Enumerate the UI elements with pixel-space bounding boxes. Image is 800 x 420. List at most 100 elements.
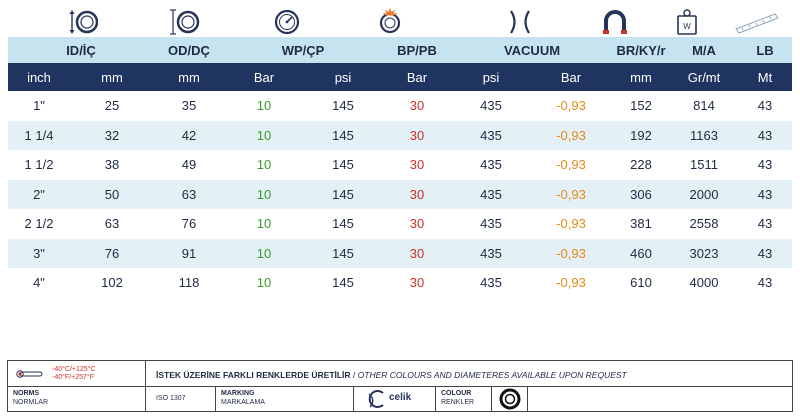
cell-bp-psi: 435 xyxy=(480,157,502,173)
unit-cell: inch xyxy=(8,63,70,91)
cell-weight-gr-mt: 3023 xyxy=(670,238,738,268)
parameter-icons-row: W xyxy=(0,8,800,38)
brand-text: celik xyxy=(389,392,412,403)
norms-label: NORMS xyxy=(13,390,40,397)
cell-length-mt: 43 xyxy=(757,98,773,114)
cell-od-mm: 76 xyxy=(181,216,197,232)
cell-length-mt: 43 xyxy=(757,216,773,232)
cell-weight-gr-mt: 2000 xyxy=(670,179,738,209)
unit-cell: mm xyxy=(70,63,154,91)
table-row: 1 1/2 38 49 10 145 30 435 -0,93 228 1511 43 xyxy=(8,150,792,180)
cell-id-inch: 3" xyxy=(8,238,70,268)
header-length: LB xyxy=(738,37,792,63)
cell-bp-bar: 30 xyxy=(382,120,452,150)
cell-vacuum-bar: -0,93 xyxy=(556,157,586,173)
table-row: 2" 50 63 10 145 30 435 -0,93 306 2000 43 xyxy=(8,179,792,209)
cell-length-mt: 43 xyxy=(738,179,792,209)
table-row: 2 1/2 63 76 10 145 30 435 -0,93 381 2558 43 xyxy=(8,209,792,239)
units-header-row: inch mm mm Bar psi Bar psi Bar mm Gr/mt … xyxy=(8,63,792,91)
temperature-fahrenheit: -40°F/+257°F xyxy=(52,374,94,381)
norms-label-cell: NORMS NORMLAR xyxy=(8,386,146,412)
cell-bp-psi: 435 xyxy=(452,179,530,209)
cell-id-mm: 50 xyxy=(70,179,154,209)
norms-value: ISO 1307 xyxy=(156,395,186,402)
cell-od-mm: 49 xyxy=(181,157,197,173)
unit-cell: mm xyxy=(154,63,224,91)
footer-info-box: -40°C/+125°C -40°F/+257°F İSTEK ÜZERİNE … xyxy=(7,360,793,412)
cell-bp-bar: 30 xyxy=(382,179,452,209)
cell-wp-psi: 145 xyxy=(332,216,354,232)
cell-bp-psi: 435 xyxy=(480,216,502,232)
cell-bend-radius-mm: 610 xyxy=(630,275,652,291)
unit-cell: Bar xyxy=(382,63,452,91)
cell-id-inch: 2 1/2 xyxy=(24,216,54,232)
cell-od-mm: 63 xyxy=(154,179,224,209)
cell-bend-radius-mm: 460 xyxy=(612,238,670,268)
bend-radius-icon xyxy=(600,8,630,36)
cell-wp-psi: 145 xyxy=(304,120,382,150)
header-id: ID/İÇ xyxy=(8,37,154,63)
header-bend-radius: BR/KY/r xyxy=(612,37,670,63)
unit-cell: Bar xyxy=(530,63,612,91)
cell-bend-radius-mm: 228 xyxy=(630,157,652,173)
unit-cell: Bar xyxy=(224,63,304,91)
norms-label-tr: NORMLAR xyxy=(13,399,49,406)
colour-label-cell: COLOUR RENKLER xyxy=(436,386,492,412)
cell-weight-gr-mt: 4000 xyxy=(689,275,719,291)
header-weight: M/A xyxy=(670,37,738,63)
cell-wp-bar: 10 xyxy=(256,216,272,232)
working-pressure-gauge-icon xyxy=(272,8,302,36)
notice-english: OTHER COLOURS AND DIAMETERES AVAILABLE U… xyxy=(357,370,627,380)
cell-bp-psi: 435 xyxy=(480,98,502,114)
parameter-header-row: ID/İÇ OD/DÇ WP/ÇP BP/PB VACUUM BR/KY/r M… xyxy=(8,37,792,63)
cell-wp-psi: 145 xyxy=(304,238,382,268)
table-row: 3" 76 91 10 145 30 435 -0,93 460 3023 43 xyxy=(8,238,792,268)
cell-id-inch: 1 1/2 xyxy=(24,157,54,173)
unit-cell: psi xyxy=(452,63,530,91)
cell-vacuum-bar: -0,93 xyxy=(530,120,612,150)
colour-label: COLOUR xyxy=(441,390,472,397)
cell-length-mt: 43 xyxy=(757,157,773,173)
inner-diameter-icon xyxy=(68,8,98,36)
unit-cell: psi xyxy=(304,63,382,91)
marking-label-cell: MARKING MARKALAMA xyxy=(216,386,354,412)
norms-value-cell: ISO 1307 xyxy=(146,386,216,412)
table-row: 1" 25 35 10 145 30 435 -0,93 152 814 43 xyxy=(8,91,792,121)
cell-id-inch: 4" xyxy=(33,275,45,291)
cell-wp-psi: 145 xyxy=(332,275,354,291)
cell-id-mm: 102 xyxy=(101,275,123,291)
cell-od-mm: 91 xyxy=(154,238,224,268)
cell-od-mm: 35 xyxy=(181,98,197,114)
cell-bp-psi: 435 xyxy=(452,238,530,268)
header-wp: WP/ÇP xyxy=(224,37,382,63)
cell-length-mt: 43 xyxy=(738,120,792,150)
cell-id-mm: 38 xyxy=(104,157,120,173)
svg-text:W: W xyxy=(683,22,691,31)
cell-wp-bar: 10 xyxy=(256,98,272,114)
cell-wp-psi: 145 xyxy=(332,157,354,173)
cell-bp-bar: 30 xyxy=(409,98,425,114)
hose-spec-table: ID/İÇ OD/DÇ WP/ÇP BP/PB VACUUM BR/KY/r M… xyxy=(8,37,792,298)
cell-bp-bar: 30 xyxy=(409,157,425,173)
unit-cell: Gr/mt xyxy=(670,63,738,91)
cell-bp-bar: 30 xyxy=(409,216,425,232)
colour-swatch-cell xyxy=(492,386,528,412)
burst-pressure-icon xyxy=(375,8,405,36)
cell-od-mm: 42 xyxy=(154,120,224,150)
cell-id-inch: 2" xyxy=(8,179,70,209)
cell-bend-radius-mm: 152 xyxy=(630,98,652,114)
outer-diameter-icon xyxy=(170,8,200,36)
notice-separator: / xyxy=(350,370,358,380)
availability-notice: İSTEK ÜZERİNE FARKLI RENKLERDE ÜRETİLİR … xyxy=(156,370,627,380)
cell-bend-radius-mm: 192 xyxy=(612,120,670,150)
vacuum-icon xyxy=(505,8,535,36)
cell-bp-psi: 435 xyxy=(480,275,502,291)
marking-label: MARKING xyxy=(221,390,255,397)
cell-wp-bar: 10 xyxy=(224,120,304,150)
cell-id-mm: 76 xyxy=(70,238,154,268)
weight-icon: W xyxy=(672,8,702,36)
marking-logo-cell: celik xyxy=(354,386,436,412)
colour-label-tr: RENKLER xyxy=(441,399,475,406)
temperature-icon xyxy=(16,367,44,385)
cell-bend-radius-mm: 381 xyxy=(630,216,652,232)
